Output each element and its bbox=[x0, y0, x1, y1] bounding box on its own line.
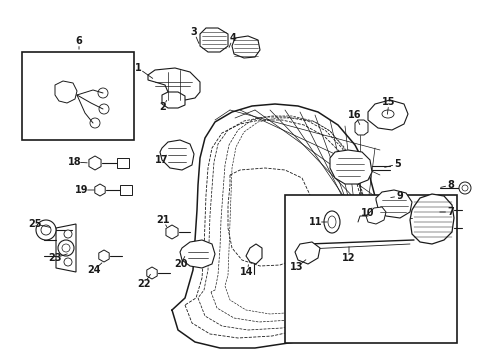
Polygon shape bbox=[329, 150, 371, 184]
Circle shape bbox=[461, 185, 467, 191]
Text: 14: 14 bbox=[240, 267, 253, 277]
Polygon shape bbox=[294, 242, 319, 264]
Circle shape bbox=[64, 258, 72, 266]
Text: 9: 9 bbox=[396, 191, 403, 201]
Text: 6: 6 bbox=[76, 36, 82, 46]
Text: 7: 7 bbox=[447, 207, 453, 217]
Text: 22: 22 bbox=[137, 279, 150, 289]
Text: 10: 10 bbox=[361, 208, 374, 218]
Polygon shape bbox=[146, 267, 157, 279]
Polygon shape bbox=[162, 92, 184, 108]
Polygon shape bbox=[367, 100, 407, 130]
Text: 17: 17 bbox=[155, 155, 168, 165]
Text: 3: 3 bbox=[190, 27, 197, 37]
Text: 21: 21 bbox=[156, 215, 169, 225]
Polygon shape bbox=[165, 225, 178, 239]
Text: 12: 12 bbox=[342, 253, 355, 263]
Circle shape bbox=[41, 225, 51, 235]
Polygon shape bbox=[354, 120, 367, 135]
Bar bbox=[22, 52, 134, 140]
Polygon shape bbox=[160, 140, 194, 170]
Text: 11: 11 bbox=[308, 217, 322, 227]
Text: 15: 15 bbox=[382, 97, 395, 107]
Polygon shape bbox=[117, 158, 129, 168]
Text: 24: 24 bbox=[87, 265, 101, 275]
Text: 20: 20 bbox=[174, 259, 187, 269]
Text: 18: 18 bbox=[68, 157, 81, 167]
Ellipse shape bbox=[324, 211, 339, 233]
Polygon shape bbox=[375, 190, 411, 218]
Circle shape bbox=[64, 230, 72, 238]
Polygon shape bbox=[95, 184, 105, 196]
Polygon shape bbox=[200, 28, 227, 52]
Text: 8: 8 bbox=[447, 180, 453, 190]
Ellipse shape bbox=[327, 216, 335, 228]
Polygon shape bbox=[231, 36, 260, 58]
Text: 1: 1 bbox=[134, 63, 141, 73]
Text: 25: 25 bbox=[28, 219, 41, 229]
Polygon shape bbox=[180, 240, 215, 268]
Text: 4: 4 bbox=[229, 33, 236, 43]
Circle shape bbox=[62, 244, 70, 252]
Polygon shape bbox=[148, 68, 200, 100]
Text: 23: 23 bbox=[48, 253, 61, 263]
Polygon shape bbox=[120, 185, 132, 195]
Polygon shape bbox=[89, 156, 101, 170]
Polygon shape bbox=[245, 244, 262, 264]
Circle shape bbox=[36, 220, 56, 240]
Text: 16: 16 bbox=[347, 110, 361, 120]
Bar bbox=[285, 195, 456, 343]
Polygon shape bbox=[99, 250, 109, 262]
Polygon shape bbox=[409, 194, 453, 244]
Polygon shape bbox=[365, 207, 385, 224]
Text: 5: 5 bbox=[394, 159, 401, 169]
Text: 19: 19 bbox=[75, 185, 88, 195]
Polygon shape bbox=[56, 224, 76, 272]
Text: 13: 13 bbox=[290, 262, 303, 272]
Ellipse shape bbox=[381, 110, 393, 118]
Text: 2: 2 bbox=[159, 102, 166, 112]
Circle shape bbox=[458, 182, 470, 194]
Circle shape bbox=[58, 240, 74, 256]
Polygon shape bbox=[55, 81, 77, 103]
